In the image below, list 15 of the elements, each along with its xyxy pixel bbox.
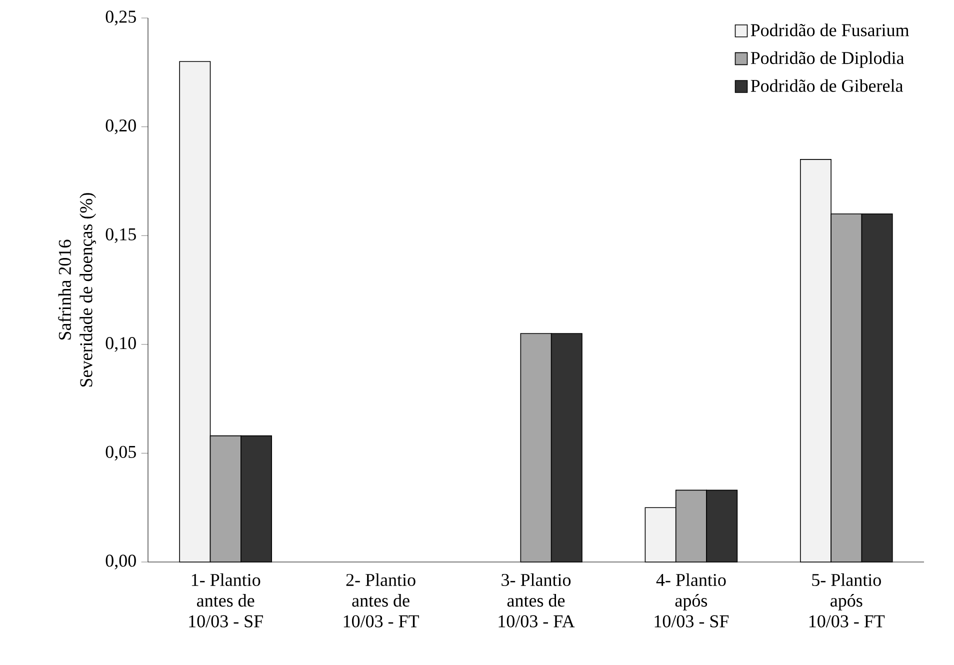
x-tick-label: 5- Plantio após 10/03 - FT	[809, 573, 885, 628]
legend-label: Podridão de Fusarium	[750, 24, 910, 36]
y-tick-label: 0,05	[106, 446, 136, 461]
x-tick-label: 4- Plantio após 10/03 - SF	[654, 573, 729, 628]
y-tick-label: 0,10	[106, 337, 136, 352]
legend-label: Podridão de Giberela	[750, 79, 904, 92]
y-tick-label: 0,00	[106, 554, 136, 570]
y-tick-label: 0,20	[106, 119, 136, 134]
x-tick-label: 3- Plantio antes de 10/03 - FA	[498, 573, 575, 628]
legend-label: Podridão de Diplodia	[750, 51, 904, 68]
y-tick-label: 0,25	[106, 10, 136, 26]
y-axis-title: Safrinha 2016 Severidade de doenças (%)	[58, 193, 96, 386]
x-tick-label: 1- Plantio antes de 10/03 - SF	[189, 573, 263, 628]
y-tick-label: 0,15	[106, 228, 136, 243]
x-tick-label: 2- Plantio antes de 10/03 - FT	[344, 573, 419, 628]
